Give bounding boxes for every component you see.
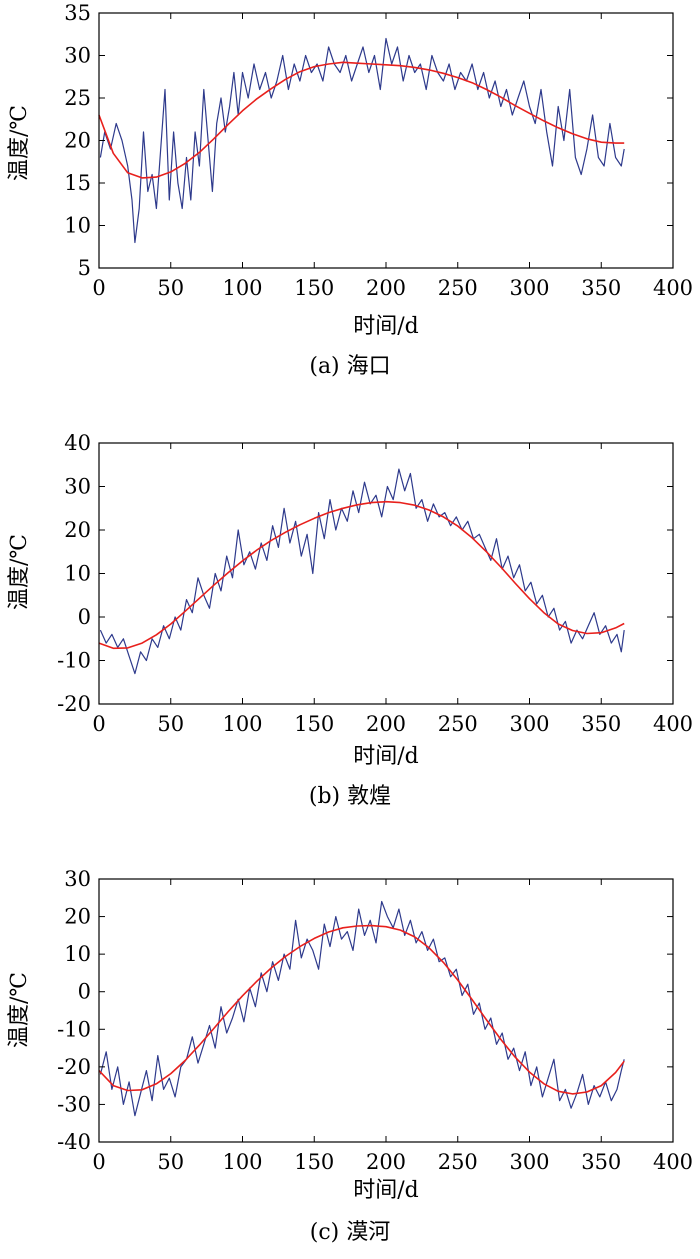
- y-tick-label: 10: [64, 562, 91, 586]
- x-tick-label: 150: [294, 276, 334, 300]
- chart-b: 温度/℃ 时间/d 0 50 100 150 200 250 300 350 400-20-10…: [7, 431, 693, 769]
- y-tick-label: -10: [57, 649, 91, 673]
- y-tick-label: 10: [64, 942, 91, 966]
- y-tick-label: 0: [78, 980, 91, 1004]
- x-tick-label: 100: [222, 276, 262, 300]
- daily-temperature-line: [99, 900, 625, 1117]
- y-axis-label: 温度/℃: [7, 534, 32, 610]
- x-axis-label: 时间/d: [353, 744, 419, 769]
- x-tick-label: 200: [366, 1150, 406, 1174]
- plot-frame: [98, 12, 674, 269]
- x-tick-label: 150: [294, 1150, 334, 1174]
- x-tick-label: 50: [157, 276, 184, 300]
- x-tick-label: 300: [509, 712, 549, 736]
- y-tick-label: 35: [64, 1, 91, 25]
- x-axis-label: 时间/d: [353, 314, 419, 339]
- y-axis-label: 温度/℃: [7, 105, 32, 181]
- chart-a: 温度/℃ 时间/d 0 50 100 150 200 250 300 350 400 5 10 15 2…: [7, 1, 693, 339]
- y-tick-label: 20: [64, 905, 91, 929]
- y-tick-label: 25: [64, 86, 91, 110]
- x-tick-label: 250: [438, 712, 478, 736]
- y-tick-label: 20: [64, 129, 91, 153]
- caption-b: (b) 敦煌: [308, 784, 392, 809]
- y-tick-label: 40: [64, 431, 91, 455]
- x-tick-label: 50: [157, 1150, 184, 1174]
- x-tick-label: 350: [581, 712, 621, 736]
- x-axis-label: 时间/d: [353, 1178, 419, 1203]
- x-tick-label: 50: [157, 712, 184, 736]
- x-tick-label: 0: [92, 276, 105, 300]
- plot-frame: [98, 442, 674, 705]
- y-tick-label: -20: [57, 692, 91, 716]
- x-tick-label: 350: [581, 276, 621, 300]
- y-tick-label: 10: [64, 214, 91, 238]
- x-tick-label: 250: [438, 1150, 478, 1174]
- x-tick-label: 0: [92, 1150, 105, 1174]
- fit-curve-line: [98, 924, 625, 1095]
- x-tick-label: 400: [653, 276, 693, 300]
- fit-curve-line: [98, 500, 625, 650]
- daily-temperature-line: [99, 37, 625, 244]
- x-tick-label: 300: [509, 276, 549, 300]
- x-tick-label: 0: [92, 712, 105, 736]
- x-tick-label: 150: [294, 712, 334, 736]
- chart-c: 温度/℃ 时间/d 0 50 100 150 200 250 300 350 400-40-30…: [7, 867, 693, 1203]
- caption-a: (a) 海口: [309, 354, 391, 379]
- plot-frame: [98, 878, 674, 1143]
- x-tick-label: 200: [366, 712, 406, 736]
- y-axis-label: 温度/℃: [7, 972, 32, 1048]
- y-tick-label: 20: [64, 518, 91, 542]
- y-tick-label: 30: [64, 44, 91, 68]
- y-tick-label: 15: [64, 171, 91, 195]
- x-tick-label: 100: [222, 1150, 262, 1174]
- y-tick-label: -10: [57, 1017, 91, 1041]
- x-tick-label: 100: [222, 712, 262, 736]
- y-tick-label: 5: [78, 256, 91, 280]
- y-tick-label: 30: [64, 475, 91, 499]
- y-tick-label: -40: [57, 1130, 91, 1154]
- y-tick-label: -20: [57, 1055, 91, 1079]
- caption-c: (c) 漠河: [309, 1220, 391, 1245]
- fit-curve-line: [98, 61, 625, 179]
- y-tick-label: 30: [64, 867, 91, 891]
- x-tick-label: 250: [438, 276, 478, 300]
- y-tick-label: 0: [78, 605, 91, 629]
- x-tick-label: 350: [581, 1150, 621, 1174]
- y-tick-label: -30: [57, 1092, 91, 1116]
- x-tick-label: 200: [366, 276, 406, 300]
- x-tick-label: 300: [509, 1150, 549, 1174]
- x-tick-label: 400: [653, 1150, 693, 1174]
- daily-temperature-line: [99, 468, 625, 675]
- x-tick-label: 400: [653, 712, 693, 736]
